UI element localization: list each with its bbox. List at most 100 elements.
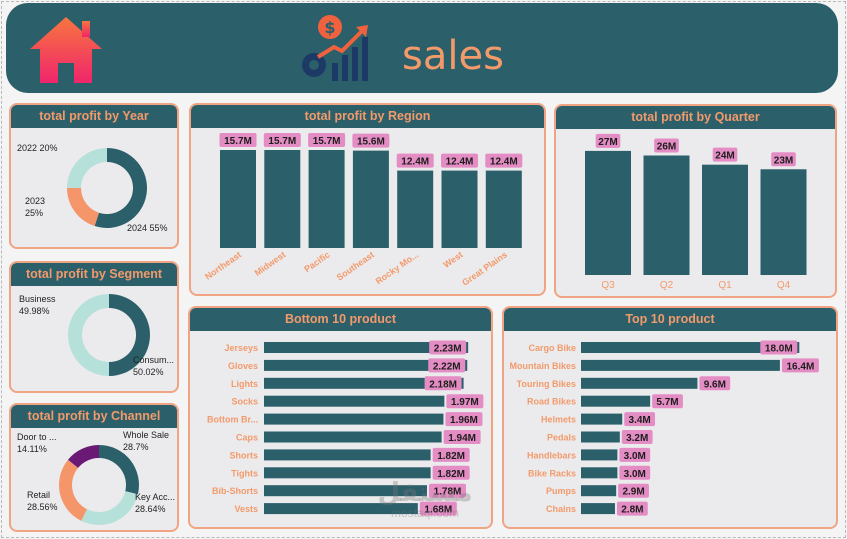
quarter-bar-chart: 27M Q3 26M Q2 24M Q1 23M Q4	[585, 133, 807, 291]
category-tick-label: Bottom Br...	[207, 415, 258, 425]
card-title: total profit by Year	[11, 105, 177, 128]
category-tick-label: Shorts	[229, 450, 258, 460]
bar-q1	[702, 164, 748, 275]
bar-value-label-bg	[424, 376, 462, 391]
bar-value-label-bg	[618, 483, 649, 498]
category-tick-label: Mountain Bikes	[509, 361, 576, 371]
bar-midwest	[264, 149, 301, 248]
bar-socks	[264, 395, 445, 407]
bar-value-label-bg	[619, 447, 651, 462]
bar-value-label: 15.7M	[313, 136, 341, 147]
bar-value-label-bg	[624, 412, 656, 427]
slice-label: 49.98%	[19, 306, 50, 316]
bar-value-label-bg	[445, 412, 483, 427]
category-tick-label: Tights	[231, 468, 258, 478]
bar-value-label-bg	[654, 138, 679, 153]
bar-value-label: 2.18M	[429, 379, 457, 390]
slice-label: 2024 55%	[127, 223, 168, 233]
bar-pedals	[581, 431, 620, 443]
bar-pacific	[308, 149, 345, 248]
bar-great-plains	[485, 170, 522, 248]
bar-value-label-bg	[428, 358, 466, 373]
category-tick-label: Pacific	[302, 249, 332, 274]
bar-value-label: 3.0M	[624, 469, 646, 480]
card-title: total profit by Quarter	[556, 106, 835, 129]
svg-text:$: $	[324, 18, 335, 37]
card-profit-by-quarter: total profit by Quarter 27M Q3 26M Q2 24M Q1 2…	[554, 104, 837, 298]
slice-label: 2023	[25, 196, 45, 206]
bar-value-label: 23M	[774, 155, 793, 166]
category-tick-label: Q1	[718, 280, 732, 291]
bar-value-label-bg	[219, 132, 257, 147]
bar-value-label-bg	[308, 132, 346, 147]
home-icon[interactable]	[26, 11, 106, 87]
category-tick-label: Handlebars	[527, 450, 576, 460]
bar-value-label: 9.6M	[704, 379, 726, 390]
card-bottom-10-product: Bottom 10 product Jerseys 2.23M Gloves 2.22…	[188, 306, 493, 529]
bar-value-label-bg	[621, 430, 653, 444]
category-tick-label: Cargo Bike	[528, 343, 576, 353]
bar-value-label: 12.4M	[490, 157, 518, 168]
donut-slice-key-accounts	[81, 491, 138, 525]
bar-value-label-bg	[446, 394, 484, 409]
donut-slice-door-to-door	[68, 445, 99, 468]
card-title: total profit by Channel	[11, 405, 177, 428]
bar-tights	[264, 467, 431, 479]
donut-slice-2022	[67, 188, 99, 227]
donut-slice-business	[68, 294, 109, 376]
slice-label: 14.11%	[17, 444, 47, 454]
bar-value-label-bg	[652, 394, 683, 409]
slice-label: Business	[19, 294, 56, 304]
bar-value-label-bg	[263, 132, 301, 147]
slice-label: Door to ...	[17, 432, 57, 442]
category-tick-label: Q3	[601, 280, 615, 291]
category-tick-label: Bike Racks	[528, 468, 576, 478]
bar-value-label-bg	[712, 147, 738, 162]
bar-value-label-bg	[432, 465, 470, 480]
bar-road-bikes	[581, 395, 651, 407]
bar-value-label-bg	[619, 465, 651, 480]
slice-label: Whole Sale	[123, 430, 169, 440]
bar-northeast	[220, 149, 256, 248]
region-bar-chart: 15.7M Northeast 15.7M Midwest 15.7M Pacific 15…	[203, 132, 523, 288]
bar-value-label: 1.68M	[424, 505, 452, 516]
bar-value-label: 1.94M	[448, 433, 476, 444]
bar-value-label: 2.8M	[621, 505, 643, 516]
card-top-10-product: Top 10 product Cargo Bike 18.0M Mountain B…	[502, 306, 838, 529]
card-title: total profit by Segment	[11, 263, 177, 286]
slice-label: 2022 20%	[17, 143, 58, 153]
category-tick-label: Socks	[231, 397, 258, 407]
bar-value-label: 3.4M	[629, 415, 651, 426]
category-tick-label: Pedals	[547, 433, 576, 443]
card-profit-by-region: total profit by Region 15.7M Northeast 15.…	[189, 103, 546, 296]
bar-rocky-mo-	[397, 170, 434, 248]
bar-value-label: 2.23M	[434, 344, 462, 355]
category-tick-label: Great Plains	[460, 249, 509, 287]
bottom10-bar-chart: Jerseys 2.23M Gloves 2.22M Lights 2.18M Socks 1…	[207, 340, 484, 516]
bar-chains	[581, 503, 615, 515]
segment-donut-chart: Consum... 50.02% Business 49.98%	[19, 294, 174, 377]
bar-value-label-bg	[419, 501, 457, 516]
bar-handlebars	[581, 449, 618, 461]
sales-growth-icon: $	[302, 15, 368, 81]
slice-label: 28.7%	[123, 442, 149, 452]
bar-value-label-bg	[781, 358, 819, 373]
slice-label: 28.64%	[135, 504, 166, 514]
bar-value-label-bg	[443, 430, 481, 444]
bar-value-label: 3.2M	[626, 433, 648, 444]
category-tick-label: Southeast	[335, 249, 376, 282]
bar-value-label: 15.6M	[357, 137, 385, 148]
category-tick-label: Gloves	[228, 361, 258, 371]
bar-lights	[264, 377, 464, 389]
slice-label: 25%	[25, 208, 43, 218]
year-donut-chart: 2024 55% 2022 20% 2023 25%	[17, 143, 168, 233]
category-tick-label: Lights	[231, 379, 258, 389]
bar-value-label: 1.78M	[434, 487, 462, 498]
bar-bib-shorts	[264, 485, 427, 497]
watermark: مستقل mostaql.com	[377, 477, 473, 520]
slice-label: Consum...	[133, 355, 174, 365]
bar-value-label: 1.96M	[450, 415, 478, 426]
slice-label: 28.56%	[27, 502, 58, 512]
bar-value-label-bg	[760, 340, 798, 355]
category-tick-label: Midwest	[253, 249, 288, 278]
